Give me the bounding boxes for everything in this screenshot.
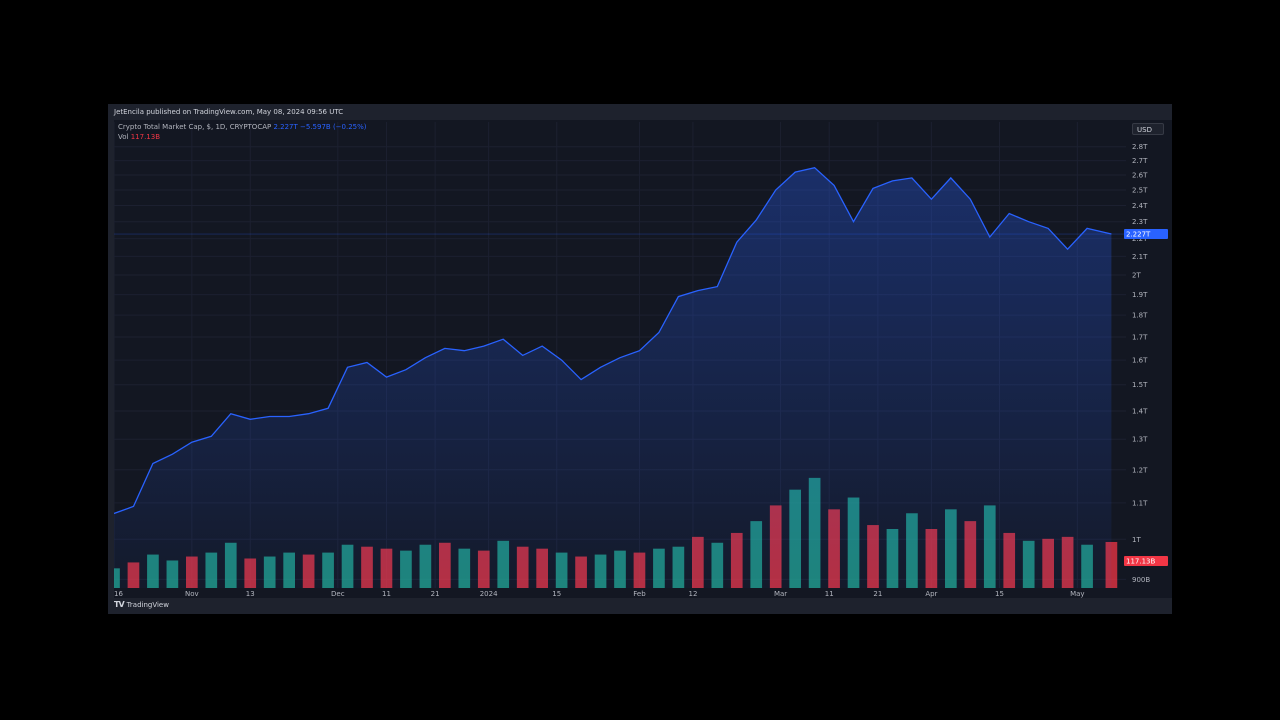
y-tick-label: 1.2T [1132,466,1148,474]
legend-symbol-row[interactable]: Crypto Total Market Cap, $, 1D, CRYPTOCA… [118,123,367,131]
x-tick-label: 11 [825,590,834,598]
y-tick-label: 1.3T [1132,436,1148,444]
y-tick-label: 2.3T [1132,218,1148,226]
y-tick-label: 2.5T [1132,186,1148,194]
y-tick-label: 900B [1132,576,1150,584]
price-badge [1124,229,1168,240]
x-tick-label: 21 [873,590,882,598]
footer-brand: TradingView [126,600,169,609]
y-tick-label: 1.4T [1132,407,1148,415]
price-badge-label: 2.227T [1126,231,1151,239]
y-tick-label: 2.1T [1132,253,1148,261]
x-tick-label: 21 [431,590,440,598]
chart-svg[interactable]: 2.8T 2.7T 2.6T 2.5T 2.4T 2.3T 2.2T 2.1T 2T 1.9T 1.… [114,120,1172,598]
y-tick-label: 2T [1132,272,1141,280]
y-tick-label: 2.7T [1132,157,1148,165]
x-tick-label: 15 [552,590,561,598]
x-tick-label: 16 [114,590,123,598]
legend-change: −5.597B (−0.25%) [300,123,367,131]
legend-value: 2.227T [273,123,298,131]
x-tick-label: Mar [774,590,787,598]
y-tick-label: 1.9T [1132,291,1148,299]
x-tick-label: Apr [925,590,937,598]
price-line [114,166,1112,515]
publisher-line: JetEncila published on TradingView.com, … [114,108,344,116]
x-tick-label: 13 [246,590,255,598]
legend-volume-row[interactable]: Vol 117.13B [118,133,160,141]
y-tick-label: 2.6T [1132,171,1148,179]
price-area [114,167,1112,588]
volume-badge [1124,556,1168,566]
x-tick-label: 12 [689,590,698,598]
y-tick-label: 1.1T [1132,499,1148,507]
chart-frame: JetEncila published on TradingView.com, … [108,104,1172,614]
tradingview-logo-icon: TV [114,600,125,609]
legend-vol-value: 117.13B [130,133,161,141]
currency-button[interactable]: USD [1132,123,1164,135]
legend-vol-label[interactable]: Vol [118,133,129,141]
footer: TV TradingView [114,600,169,609]
y-tick-label: 1.5T [1132,381,1148,389]
y-tick-label: 2.2T [1132,235,1148,243]
volume-bar [1105,541,1118,588]
y-tick-label: 1T [1132,536,1141,544]
x-tick-label: Feb [633,590,646,598]
y-tick-label: 1.7T [1132,333,1148,341]
legend-symbol[interactable]: Crypto Total Market Cap, $, 1D, CRYPTOCA… [118,123,272,131]
x-tick-label: 15 [995,590,1004,598]
y-tick-label: 1.6T [1132,357,1148,365]
x-tick-label: 11 [382,590,391,598]
y-tick-label: 2.8T [1132,143,1148,151]
volume-badge-label: 117.13B [1126,558,1155,566]
x-tick-label: 2024 [480,590,498,598]
x-tick-label: Nov [185,590,199,598]
y-tick-label: 1.8T [1132,312,1148,320]
chart-area[interactable]: 2.8T 2.7T 2.6T 2.5T 2.4T 2.3T 2.2T 2.1T 2T 1.9T 1.… [114,120,1172,598]
x-tick-label: May [1070,590,1084,598]
x-tick-label: Dec [331,590,345,598]
y-tick-label: 2.4T [1132,202,1148,210]
